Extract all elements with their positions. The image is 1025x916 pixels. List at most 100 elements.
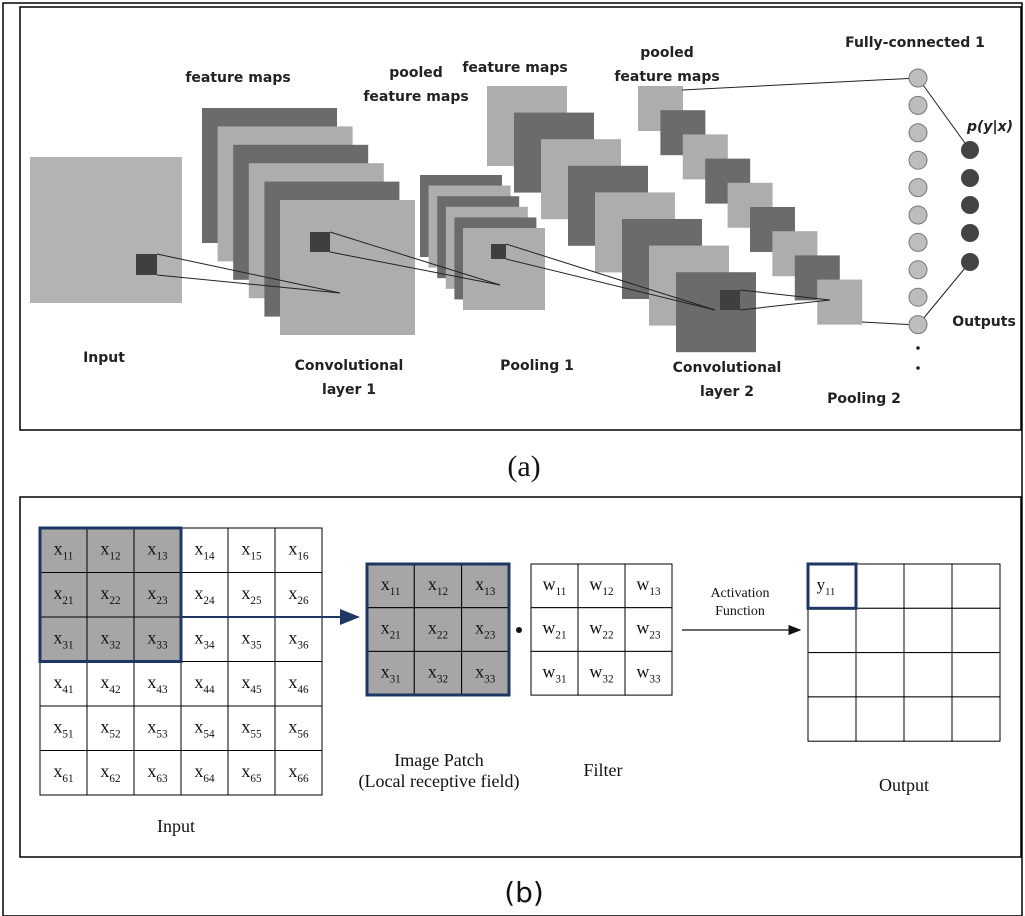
cell-subscript: 41	[62, 684, 73, 696]
cell-subscript: 23	[156, 595, 168, 607]
output-cell	[952, 697, 1000, 741]
cell-subscript: 12	[109, 550, 120, 562]
cell-subscript: 31	[390, 673, 401, 685]
cell-symbol: x	[475, 574, 484, 594]
cell-symbol: x	[100, 583, 109, 603]
activation-label: Function	[715, 604, 765, 619]
cell-subscript: 13	[484, 586, 496, 598]
cell-subscript: 12	[602, 586, 613, 598]
cell-symbol: x	[241, 627, 250, 647]
cell-symbol: x	[147, 761, 156, 781]
cell-subscript: 25	[250, 595, 262, 607]
cell-subscript: 23	[649, 630, 661, 642]
cell-subscript: 51	[62, 728, 73, 740]
cell-symbol: x	[241, 672, 250, 692]
grid-label: (Local receptive field)	[359, 771, 520, 792]
cell-subscript: 35	[250, 639, 262, 651]
cell-symbol: x	[381, 661, 390, 681]
layer-label: Pooling 1	[500, 358, 574, 374]
cell-subscript: 33	[484, 673, 496, 685]
output-neuron	[961, 253, 979, 271]
cell-subscript: 12	[437, 586, 448, 598]
cell-subscript: 54	[203, 728, 215, 740]
cell-subscript: 22	[602, 630, 613, 642]
cell-symbol: x	[288, 538, 297, 558]
cell-subscript: 13	[649, 586, 661, 598]
cell-subscript: 64	[203, 773, 215, 785]
layer-label: p(y|x)	[966, 119, 1013, 135]
dot-product	[516, 627, 522, 633]
fc-neuron	[909, 288, 927, 306]
layer-label: layer 1	[322, 382, 376, 398]
output-cell	[952, 608, 1000, 652]
output-cell	[856, 653, 904, 697]
cell-subscript: 53	[156, 728, 168, 740]
layer-label: Outputs	[952, 314, 1016, 330]
cell-subscript: 56	[297, 728, 309, 740]
cell-symbol: x	[194, 716, 203, 736]
output-cell	[904, 697, 952, 741]
cell-symbol: x	[288, 761, 297, 781]
cell-symbol: w	[542, 661, 555, 681]
layer-label: pooled	[389, 65, 443, 81]
cell-symbol: x	[381, 574, 390, 594]
grid-label: Filter	[584, 760, 623, 780]
input-map	[30, 157, 182, 303]
layer-label: layer 2	[700, 384, 754, 400]
cell-subscript: 21	[390, 630, 401, 642]
cell-symbol: x	[194, 672, 203, 692]
cell-symbol: x	[288, 716, 297, 736]
conv1-map	[280, 200, 415, 335]
output-cell	[808, 608, 856, 652]
layer-label: Convolutional	[673, 360, 782, 376]
cell-subscript: 42	[109, 684, 120, 696]
cell-subscript: 22	[437, 630, 448, 642]
caption-b: (b)	[504, 876, 544, 909]
cell-symbol: x	[100, 716, 109, 736]
output-cell	[856, 697, 904, 741]
cell-symbol: x	[147, 538, 156, 558]
cell-symbol: w	[636, 618, 649, 638]
cell-symbol: x	[475, 661, 484, 681]
layer-label: feature maps	[185, 70, 290, 86]
fc-neuron	[909, 69, 927, 87]
connection	[918, 78, 970, 150]
output-neuron	[961, 224, 979, 242]
ellipsis-dot	[916, 366, 920, 370]
conv2-map	[676, 272, 756, 352]
cell-symbol: x	[53, 761, 62, 781]
output-cell	[856, 564, 904, 608]
cell-symbol: x	[147, 583, 156, 603]
cell-subscript: 33	[156, 639, 168, 651]
output-neuron	[961, 196, 979, 214]
cell-symbol: w	[543, 574, 556, 594]
output-cell	[904, 608, 952, 652]
receptive-patch	[136, 254, 157, 275]
ellipsis-dot	[916, 346, 920, 350]
layer-label: Convolutional	[295, 358, 404, 374]
cell-symbol: x	[194, 538, 203, 558]
cell-symbol: x	[288, 583, 297, 603]
layer-label: feature maps	[462, 60, 567, 76]
cell-subscript: 13	[156, 550, 168, 562]
cell-subscript: 11	[63, 550, 74, 562]
grid-label: Image Patch	[394, 750, 483, 770]
output-neuron	[961, 169, 979, 187]
output-cell	[808, 697, 856, 741]
cell-symbol: x	[147, 716, 156, 736]
cell-symbol: w	[636, 574, 649, 594]
cell-symbol: x	[53, 583, 62, 603]
grid-label: Input	[157, 816, 195, 836]
cell-subscript: 32	[109, 639, 120, 651]
output-cell	[952, 564, 1000, 608]
cell-symbol: w	[589, 618, 602, 638]
cell-subscript: 43	[156, 684, 168, 696]
cell-subscript: 44	[203, 684, 215, 696]
layer-label: Input	[83, 350, 125, 366]
output-cell	[904, 564, 952, 608]
cell-symbol: x	[241, 716, 250, 736]
fc-neuron	[909, 261, 927, 279]
cell-subscript: 31	[62, 639, 73, 651]
cell-subscript: 11	[556, 586, 567, 598]
